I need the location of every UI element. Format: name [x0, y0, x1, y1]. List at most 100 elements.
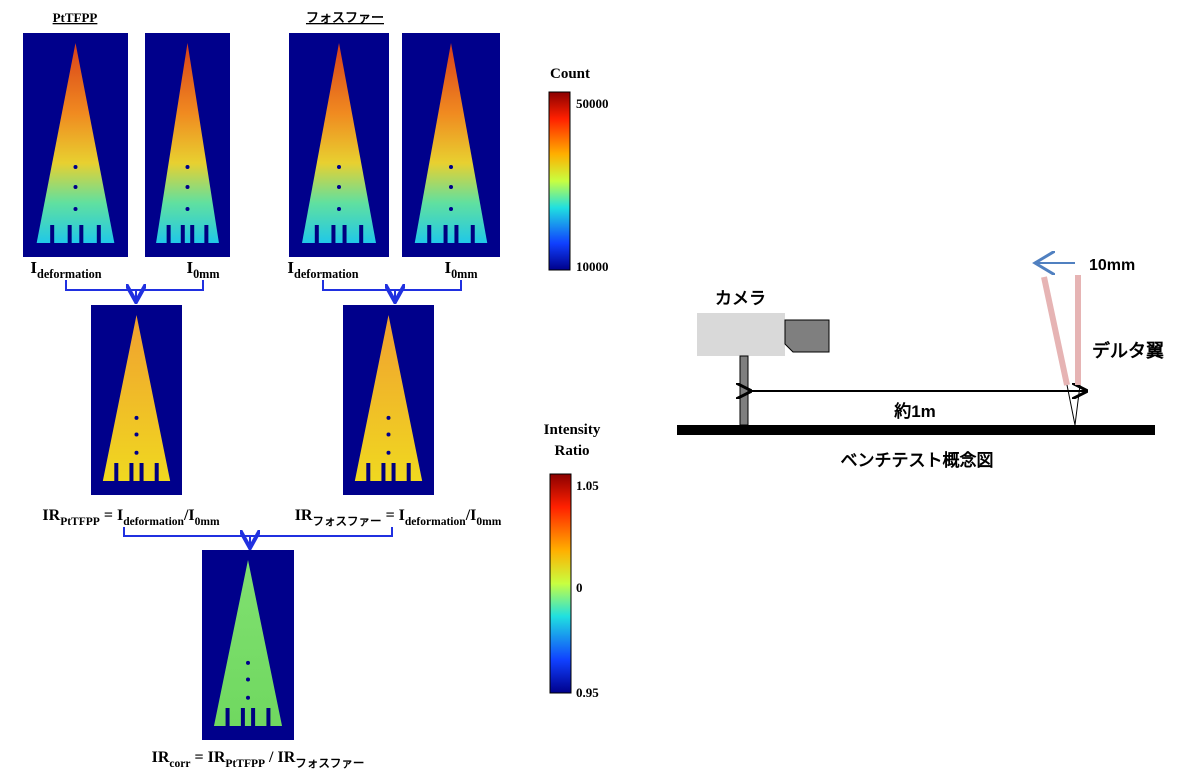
subscript: PtTFPP — [225, 758, 265, 770]
tab — [427, 225, 431, 243]
map-image — [23, 33, 128, 257]
tab — [129, 463, 133, 481]
marker-dot — [186, 165, 190, 169]
marker-dot — [387, 433, 391, 437]
colorbar-title: Intensity — [544, 422, 601, 438]
tab — [140, 463, 144, 481]
tab — [204, 225, 208, 243]
label: 10mm — [1089, 257, 1135, 274]
tab — [359, 225, 363, 243]
panel-title: PtTFPP — [53, 10, 98, 25]
subscript: 0mm — [195, 516, 220, 528]
marker-dot — [449, 165, 453, 169]
formula-text: = IR — [190, 749, 225, 766]
tab — [471, 225, 475, 243]
tab — [454, 225, 458, 243]
tab — [331, 225, 335, 243]
figure: PtTFPP フォスファー Count 50000 10000 Intensit… — [0, 0, 1185, 774]
tab — [68, 225, 72, 243]
subscript: 0mm — [451, 267, 478, 281]
formula: I0mm — [186, 258, 219, 281]
marker-dot — [186, 207, 190, 211]
formula-text: = I — [100, 507, 123, 524]
marker-dot — [449, 185, 453, 189]
marker-dot — [387, 416, 391, 420]
subscript: deformation — [405, 516, 466, 528]
label: カメラ — [715, 289, 766, 308]
formula: IRフォスファー = Ideformation/I0mm — [295, 507, 502, 528]
map-image — [289, 33, 389, 257]
camera-body — [697, 313, 785, 356]
panel-title: フォスファー — [306, 10, 384, 25]
tab — [181, 225, 185, 243]
camera-lens — [785, 320, 829, 352]
formula-text: /I — [465, 507, 477, 524]
tab — [190, 225, 194, 243]
tab — [366, 463, 370, 481]
map-image — [91, 305, 182, 495]
tab — [226, 708, 230, 726]
tab — [315, 225, 319, 243]
subscript: 0mm — [193, 267, 220, 281]
caption: ベンチテスト概念図 — [841, 450, 994, 470]
map-image — [145, 33, 230, 257]
tab — [407, 463, 411, 481]
marker-dot — [387, 451, 391, 455]
subscript: 0mm — [476, 516, 501, 528]
formula-text: / IR — [265, 749, 296, 766]
formula-text: = I — [382, 507, 405, 524]
colorbar — [550, 474, 571, 693]
formula: Ideformation — [30, 258, 101, 281]
tab — [241, 708, 245, 726]
colorbar-label: 10000 — [576, 259, 609, 274]
marker-dot — [246, 661, 250, 665]
marker-dot — [246, 678, 250, 682]
marker-dot — [449, 207, 453, 211]
colorbar-label: 0.95 — [576, 685, 599, 700]
wing-deformed — [1044, 277, 1067, 385]
formula-text: /I — [183, 507, 195, 524]
marker-dot — [337, 207, 341, 211]
tab — [155, 463, 159, 481]
marker-dot — [337, 185, 341, 189]
tab — [97, 225, 101, 243]
colorbar-label: 0 — [576, 580, 583, 595]
tab — [444, 225, 448, 243]
map-image — [343, 305, 434, 495]
formula: IRPtTFPP = Ideformation/I0mm — [42, 507, 220, 528]
subscript: フォスファー — [312, 516, 381, 528]
colorbar-title: Ratio — [555, 443, 590, 459]
floor — [677, 425, 1155, 435]
tab — [114, 463, 118, 481]
tab — [50, 225, 54, 243]
tab — [343, 225, 347, 243]
formula: IRcorr = IRPtTFPP / IRフォスファー — [152, 749, 365, 770]
marker-dot — [337, 165, 341, 169]
tab — [392, 463, 396, 481]
colorbar-title: Count — [550, 66, 590, 82]
camera-stand — [740, 356, 748, 425]
formula: I0mm — [444, 258, 477, 281]
marker-dot — [246, 696, 250, 700]
formula: Ideformation — [287, 258, 358, 281]
formula-text: IR — [42, 507, 60, 524]
tab — [167, 225, 171, 243]
marker-dot — [135, 416, 139, 420]
formula-text: IR — [152, 749, 170, 766]
map-image — [202, 550, 294, 740]
subscript: deformation — [294, 267, 359, 281]
subscript: フォスファー — [295, 758, 364, 770]
marker-dot — [135, 433, 139, 437]
map-image — [402, 33, 500, 257]
label: デルタ翼 — [1092, 340, 1164, 361]
subscript: deformation — [123, 516, 184, 528]
tab — [79, 225, 83, 243]
subscript: PtTFPP — [60, 516, 100, 528]
marker-dot — [186, 185, 190, 189]
colorbar — [549, 92, 570, 270]
label: 約1m — [893, 401, 936, 421]
marker-dot — [74, 165, 78, 169]
colorbar-label: 1.05 — [576, 478, 599, 493]
colorbar-label: 50000 — [576, 96, 609, 111]
formula-text: IR — [295, 507, 313, 524]
